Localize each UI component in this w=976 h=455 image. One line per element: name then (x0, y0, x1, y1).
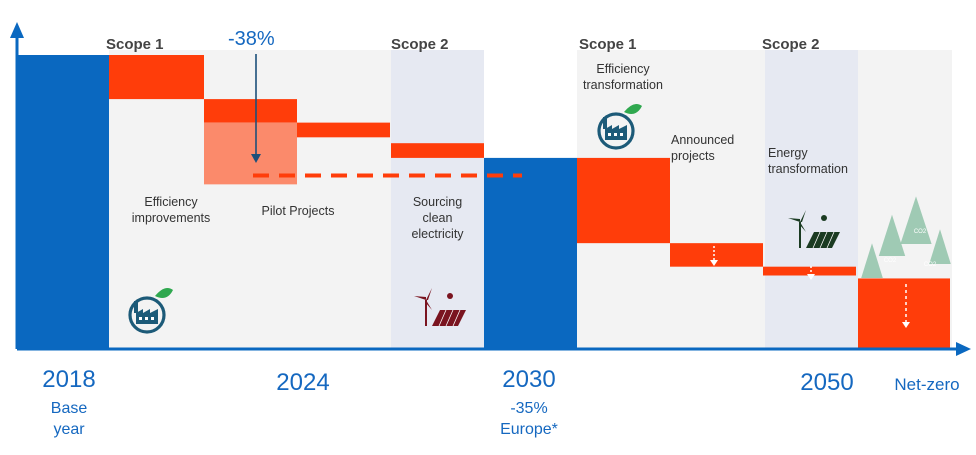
target-arrow-head (251, 154, 261, 163)
step-label-sourcing-clean-electricity: Sourcing clean electricity (411, 195, 464, 241)
bar-scope-2-energy-transformation (763, 266, 856, 276)
down-arrow-head-3 (902, 322, 910, 328)
scope-label-3: Scope 1 (579, 36, 637, 53)
scope-label-2: Scope 2 (391, 36, 449, 53)
co2-label-1: CO2 (914, 229, 927, 235)
bar-scope-2-sourcing-clean-electricity (391, 143, 484, 158)
step-label-announced-projects: Announced projects (671, 133, 735, 163)
co2-label-2: CO2 (884, 258, 897, 264)
factory-leaf-icon-2018 (128, 288, 173, 334)
x-tick-net-zero: Net-zero (894, 375, 960, 394)
tree-2 (878, 214, 906, 256)
co2-forest-icon: CO2 CO2 CO2 (861, 196, 951, 278)
x-tick-2018-sub: Base year (50, 400, 88, 438)
bar-scope-1-efficiency-improvements (109, 55, 204, 100)
x-tick-2024: 2024 (276, 369, 330, 396)
bar-pilot-projects-achieved- (204, 99, 297, 123)
x-tick-2018: 2018 (42, 366, 96, 393)
panel-bg-scope2 (391, 50, 484, 349)
y-axis-arrow (10, 22, 24, 38)
x-tick-2030-sub: -35% Europe* (500, 400, 558, 438)
target-line-label: -38% (228, 28, 275, 50)
bar-net-zero-residual- (858, 278, 950, 349)
step-label-pilot-projects: Pilot Projects (261, 204, 335, 218)
bar-2030 (484, 157, 577, 349)
x-axis-arrow (956, 342, 971, 356)
down-arrow-head-1 (710, 260, 718, 266)
tree-1 (861, 243, 883, 278)
scope-label-1: Scope 1 (106, 36, 164, 53)
bar-scope-1-efficiency-transformation (577, 157, 670, 244)
co2-label-3: CO2 (924, 262, 937, 268)
tree-4 (929, 229, 951, 264)
factory-leaf-icon-2030 (597, 104, 642, 150)
scope-label-4: Scope 2 (762, 36, 820, 53)
step-label-efficiency-improvements: Efficiency improvements (131, 195, 211, 225)
bar-pilot-projects (297, 122, 390, 138)
bar-announced-projects (670, 243, 763, 267)
x-tick-2030: 2030 (502, 366, 556, 393)
step-label-efficiency-transformation: Efficiency transformation (583, 62, 663, 92)
tree-3 (900, 196, 932, 244)
wind-solar-icon-2024 (414, 288, 466, 327)
down-arrow-head-2 (807, 274, 815, 280)
panel-bg-scope2-late (765, 50, 858, 349)
wind-solar-icon-2050 (788, 210, 840, 249)
step-label-energy-transformation: Energy transformation (768, 146, 848, 176)
bar-2018-base-year (17, 55, 109, 349)
x-tick-2050: 2050 (800, 369, 854, 396)
